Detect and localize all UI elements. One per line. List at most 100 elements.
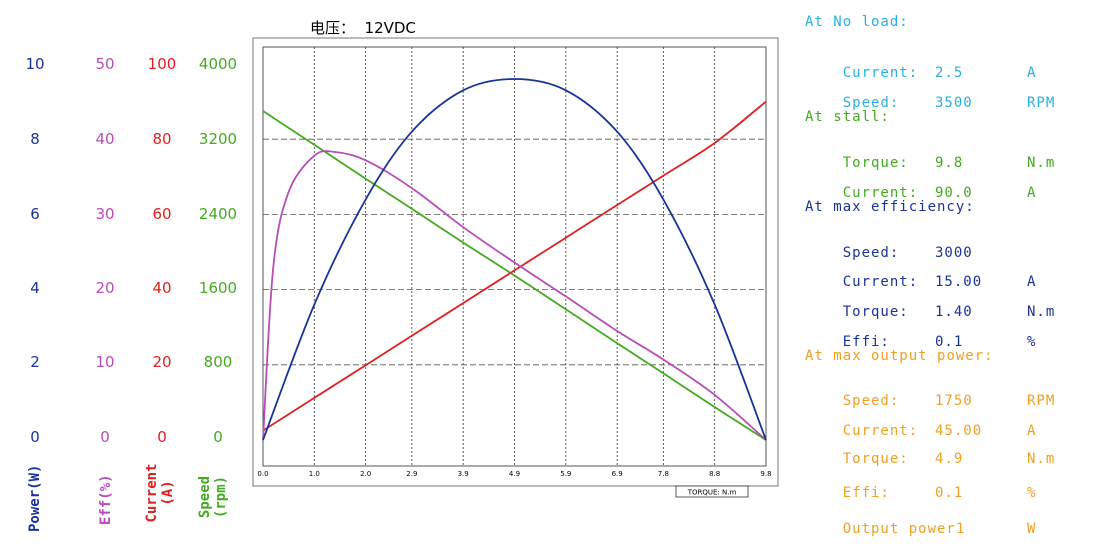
power-curve	[262, 78, 767, 441]
power-tick: 6	[30, 205, 40, 223]
eff-curve	[262, 150, 767, 441]
no-load-title: At No load:	[805, 14, 909, 30]
row-value: 45.00	[935, 423, 983, 439]
row-label: Speed:	[842, 393, 900, 409]
speed-tick: 1600	[198, 279, 238, 297]
row-value: 3500	[935, 95, 973, 111]
row-value: 90.0	[935, 185, 973, 201]
row-unit: N.m	[1027, 451, 1056, 467]
x-tick-label: 4.9	[509, 470, 520, 478]
max-power-output-row: Output power1 W	[805, 505, 1036, 553]
series-lines	[262, 78, 767, 441]
row-value: 2.5	[935, 65, 964, 81]
current-curve	[262, 100, 767, 432]
max-power-effi-row: Effi: 0.1%	[805, 469, 1036, 517]
row-unit: A	[1027, 274, 1037, 290]
x-axis-label-box	[675, 485, 749, 498]
row-label: Torque:	[842, 155, 909, 171]
eff-tick: 50	[95, 55, 115, 73]
speed-tick: 4000	[198, 55, 238, 73]
power-tick: 8	[30, 130, 40, 148]
row-label: Current:	[842, 274, 919, 290]
max-power-speed-row: Speed: 1750 RPM	[805, 377, 1055, 425]
row-label: Current:	[842, 185, 919, 201]
max-eff-speed-row: Speed: 3000	[805, 229, 972, 277]
speed-tick: 2400	[198, 205, 238, 223]
current-tick: 20	[152, 353, 172, 371]
row-unit: %	[1027, 334, 1037, 350]
power-tick: 2	[30, 353, 40, 371]
row-value: 15.00	[935, 274, 983, 290]
x-tick-label: 0.0	[257, 470, 268, 478]
row-unit: N.m	[1027, 304, 1056, 320]
grid	[263, 47, 766, 466]
power-tick: 0	[30, 428, 40, 446]
x-tick-label: 7.8	[658, 470, 669, 478]
current-tick: 100	[147, 55, 177, 73]
max-eff-title: At max efficiency:	[805, 199, 975, 215]
eff-tick: 10	[95, 353, 115, 371]
eff-tick: 20	[95, 279, 115, 297]
x-tick-label: 5.9	[560, 470, 571, 478]
row-unit: W	[1027, 521, 1037, 537]
power-tick: 4	[30, 279, 40, 297]
current-tick: 0	[157, 428, 167, 446]
row-unit: RPM	[1027, 393, 1056, 409]
eff-tick: 40	[95, 130, 115, 148]
current-tick: 60	[152, 205, 172, 223]
current-tick: 40	[152, 279, 172, 297]
power-tick: 10	[25, 55, 45, 73]
x-tick-label: 9.8	[760, 470, 771, 478]
row-label: Output power1	[842, 521, 966, 537]
row-unit: A	[1027, 423, 1037, 439]
speed-tick: 0	[213, 428, 223, 446]
row-unit: A	[1027, 65, 1037, 81]
row-unit: %	[1027, 485, 1037, 501]
max-eff-effi-row: Effi: 0.1%	[805, 318, 1036, 366]
row-value: 1.40	[935, 304, 973, 320]
chart-title: 电压： 12VDC	[310, 19, 416, 37]
x-tick-label: 8.8	[709, 470, 720, 478]
row-label: Current:	[842, 423, 919, 439]
row-label: Speed:	[842, 95, 900, 111]
x-tick-label: 1.0	[309, 470, 320, 478]
row-value: 4.9	[935, 451, 964, 467]
row-label: Effi:	[842, 334, 890, 350]
speed-tick: 3200	[198, 130, 238, 148]
no-load-current-row: Current: 2.5 A	[805, 49, 1036, 97]
current-tick: 80	[152, 130, 172, 148]
eff-tick: 0	[100, 428, 110, 446]
x-tick-labels: 0.0 1.0 2.0 2.9 3.9 4.9 5.9 6.9 7.8 8.8 9.8	[257, 470, 771, 478]
stall-torque-row: Torque: 9.8 N.m	[805, 139, 1055, 187]
row-label: Speed:	[842, 245, 900, 261]
row-unit: RPM	[1027, 95, 1056, 111]
row-value: 0.1	[935, 485, 964, 501]
max-eff-current-row: Current: 15.00 A	[805, 258, 1036, 306]
speed-tick: 800	[203, 353, 233, 371]
max-power-current-row: Current: 45.00 A	[805, 407, 1036, 455]
row-value: 0.1	[935, 334, 964, 350]
x-tick-label: 3.9	[458, 470, 469, 478]
max-eff-torque-row: Torque: 1.40 N.m	[805, 288, 1055, 336]
row-unit: N.m	[1027, 155, 1056, 171]
eff-tick: 30	[95, 205, 115, 223]
x-tick-label: 6.9	[612, 470, 623, 478]
row-label: Torque:	[842, 304, 909, 320]
no-load-speed-row: Speed: 3500 RPM	[805, 79, 1055, 127]
stall-current-row: Current: 90.0 A	[805, 169, 1036, 217]
row-label: Current:	[842, 65, 919, 81]
row-value: 9.8	[935, 155, 964, 171]
x-axis-label: TORQUE: N.m	[687, 489, 737, 497]
max-power-title: At max output power:	[805, 348, 994, 364]
row-label: Torque:	[842, 451, 909, 467]
stall-title: At stall:	[805, 109, 890, 125]
row-value: 1750	[935, 393, 973, 409]
speed-curve	[262, 110, 767, 441]
row-label: Effi:	[842, 485, 890, 501]
x-tick-label: 2.9	[406, 470, 417, 478]
row-value: 3000	[935, 245, 973, 261]
x-tick-label: 2.0	[360, 470, 371, 478]
max-power-torque-row: Torque: 4.9 N.m	[805, 435, 1055, 483]
row-unit: A	[1027, 185, 1037, 201]
